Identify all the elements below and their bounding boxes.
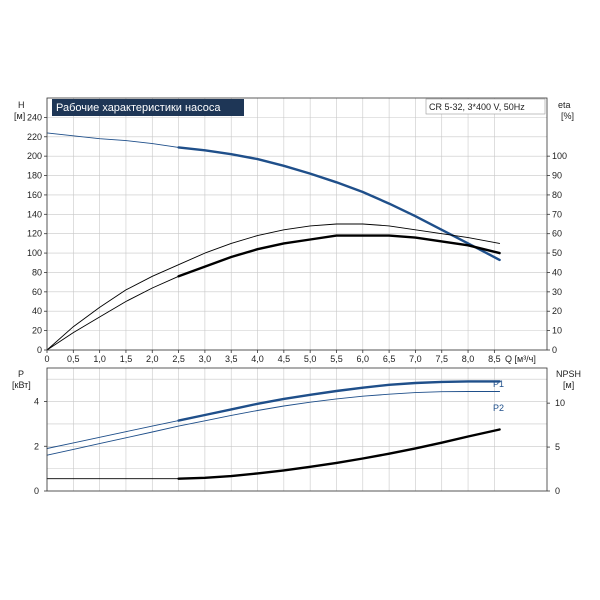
upper-series: [46, 132, 501, 351]
chart-subtitle: CR 5-32, 3*400 V, 50Hz: [429, 102, 525, 112]
upper-series-2-line: [46, 223, 501, 351]
lower-series: [46, 380, 501, 480]
lower-grid: [46, 368, 547, 492]
x-tick-label: 4,5: [278, 354, 291, 364]
eta-tick-label: 90: [552, 171, 562, 181]
npsh-tick-label: 10: [555, 398, 565, 408]
x-tick-label: 2,0: [146, 354, 159, 364]
eta-tick-label: 30: [552, 287, 562, 297]
x-tick-label: 5,0: [304, 354, 317, 364]
x-tick-label: 8,5: [488, 354, 501, 364]
eta-tick-label: 50: [552, 248, 562, 258]
h-tick-label: 220: [27, 132, 42, 142]
x-tick-label: 0: [44, 354, 49, 364]
x-tick-label: 1,0: [93, 354, 106, 364]
x-tick-label: 7,0: [409, 354, 422, 364]
eta-axis-label: eta: [558, 100, 571, 110]
x-tick-label: 4,0: [251, 354, 264, 364]
h-tick-label: 60: [32, 287, 42, 297]
upper-series-4-line: [177, 234, 501, 278]
upper-series-1-line: [177, 146, 501, 262]
lower-series-2-line: [46, 391, 501, 456]
x-tick-label: 2,5: [172, 354, 185, 364]
upper-series-0-line: [46, 132, 180, 148]
upper-grid: [46, 98, 547, 351]
eta-tick-label: 70: [552, 209, 562, 219]
x-tick-label: 6,0: [357, 354, 370, 364]
h-tick-label: 240: [27, 112, 42, 122]
p-tick-label: 4: [34, 397, 39, 407]
series-label-p1: P1: [493, 379, 504, 389]
x-axis-unit: Q [м³/ч]: [505, 354, 536, 364]
eta-tick-label: 40: [552, 267, 562, 277]
h-tick-label: 160: [27, 190, 42, 200]
h-tick-label: 140: [27, 209, 42, 219]
h-axis-label: H: [18, 100, 25, 110]
x-tick-label: 5,5: [330, 354, 343, 364]
eta-tick-label: 20: [552, 306, 562, 316]
chart-title-box: [52, 99, 244, 116]
h-axis-unit: [м]: [14, 111, 25, 121]
p-tick-label: 0: [34, 486, 39, 496]
x-tick-label: 0,5: [67, 354, 80, 364]
x-tick-label: 6,5: [383, 354, 396, 364]
eta-tick-label: 10: [552, 326, 562, 336]
chart-title: Рабочие характеристики насоса: [56, 102, 221, 114]
x-tick-label: 1,5: [120, 354, 133, 364]
lower-series-1-line: [177, 380, 501, 422]
npsh-tick-label: 5: [555, 442, 560, 452]
eta-tick-label: 0: [552, 345, 557, 355]
h-tick-label: 40: [32, 306, 42, 316]
lower-series-4-line: [177, 428, 501, 480]
lower-plot-frame: [46, 367, 548, 492]
npsh-axis-unit: [м]: [563, 380, 574, 390]
h-tick-label: 100: [27, 248, 42, 258]
p-axis-unit: [кВт]: [12, 380, 31, 390]
eta-axis-unit: [%]: [561, 111, 574, 121]
eta-tick-label: 100: [552, 151, 567, 161]
h-tick-label: 80: [32, 267, 42, 277]
x-tick-label: 7,5: [435, 354, 448, 364]
eta-tick-label: 60: [552, 229, 562, 239]
npsh-tick-label: 0: [555, 486, 560, 496]
series-label-p2: P2: [493, 403, 504, 413]
upper-plot-frame: [46, 97, 548, 351]
axis-labels: 0 0,5 1,0 1,5 2,0 2,5 3,0 3,5 4,0 4,5 5,0 5,5 6,0 6,5…: [27, 112, 567, 496]
upper-series-3-line: [46, 275, 180, 351]
npsh-axis-label: NPSH: [556, 369, 581, 379]
x-tick-label: 8,0: [462, 354, 475, 364]
h-tick-label: 180: [27, 171, 42, 181]
x-tick-label: 3,5: [225, 354, 238, 364]
h-tick-label: 0: [37, 345, 42, 355]
p-axis-label: P: [18, 369, 24, 379]
x-tick-label: 3,0: [199, 354, 212, 364]
p-tick-label: 2: [34, 441, 39, 451]
model-box: [425, 98, 546, 115]
h-tick-label: 200: [27, 151, 42, 161]
h-tick-label: 120: [27, 229, 42, 239]
lower-series-0-line: [46, 420, 180, 449]
eta-tick-label: 80: [552, 190, 562, 200]
h-tick-label: 20: [32, 326, 42, 336]
